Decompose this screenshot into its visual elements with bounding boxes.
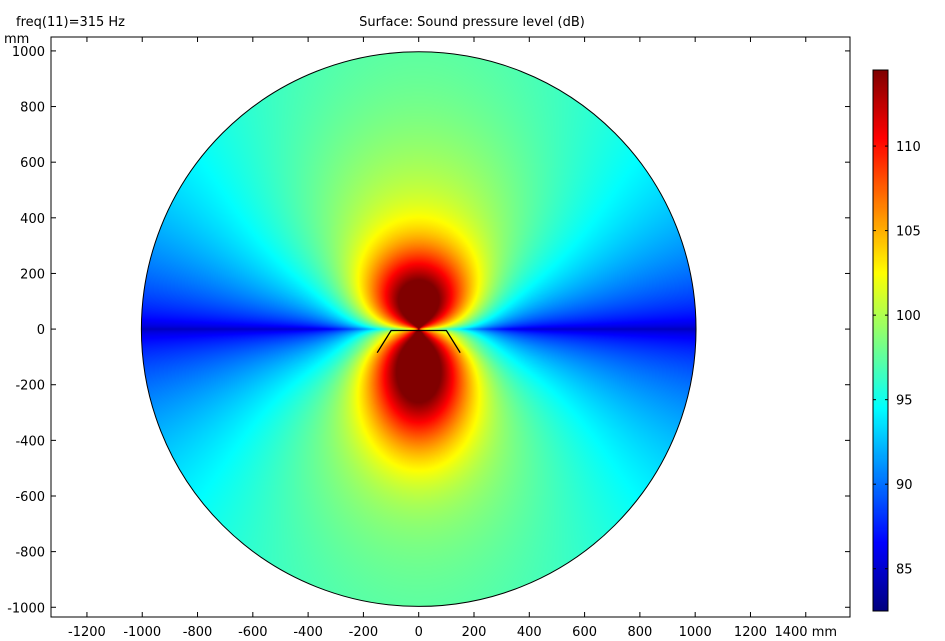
colorbar-tick-label: 105	[896, 225, 921, 240]
colorbar-tick-label: 100	[896, 309, 921, 324]
colorbar-tick-label: 110	[896, 140, 921, 155]
x-tick-label: -1000	[123, 625, 161, 640]
colorbar-tick-label: 90	[896, 478, 913, 493]
frequency-label: freq(11)=315 Hz	[16, 15, 125, 30]
x-tick-label: 400	[517, 625, 542, 640]
x-tick-label: -600	[238, 625, 268, 640]
x-tick-label: 800	[627, 625, 652, 640]
colorbar-tick-label: 85	[896, 563, 913, 578]
y-tick-label: 800	[20, 101, 45, 116]
x-tick-label: 1400 mm	[774, 625, 837, 640]
x-axis: -1200 -1000 -800 -600 -400 -200 0 200 400 600 800 1…	[68, 37, 837, 640]
x-tick-label: 0	[415, 625, 423, 640]
y-tick-label: -600	[15, 490, 45, 505]
y-tick-label: 1000	[12, 45, 45, 60]
y-tick-label: -1000	[7, 601, 45, 616]
colorbar-tick-label: 95	[896, 394, 913, 409]
y-tick-label: -200	[15, 379, 45, 394]
y-tick-label: -800	[15, 546, 45, 561]
domain-boundary	[140, 51, 697, 607]
x-tick-label: -800	[183, 625, 213, 640]
x-tick-label: 200	[462, 625, 487, 640]
y-axis: 1000 800 600 400 200 0 -200 -400 -600 -800 -1000	[7, 45, 850, 616]
colorbar: 85 90 95 100 105 110	[872, 69, 921, 612]
y-tick-label: 200	[20, 267, 45, 282]
y-tick-label: -400	[15, 434, 45, 449]
x-tick-label: -400	[293, 625, 323, 640]
x-tick-label: -1200	[68, 625, 106, 640]
y-tick-label: 600	[20, 156, 45, 171]
speaker-outline	[376, 329, 461, 354]
plot-title: Surface: Sound pressure level (dB)	[359, 15, 585, 30]
y-tick-label: 400	[20, 212, 45, 227]
x-tick-label: 1200	[734, 625, 767, 640]
y-axis-unit-label: mm	[4, 32, 29, 47]
x-tick-label: -200	[349, 625, 379, 640]
colorbar-frame	[872, 69, 889, 612]
x-tick-label: 600	[572, 625, 597, 640]
y-tick-label: 0	[37, 323, 45, 338]
x-tick-label: 1000	[679, 625, 712, 640]
